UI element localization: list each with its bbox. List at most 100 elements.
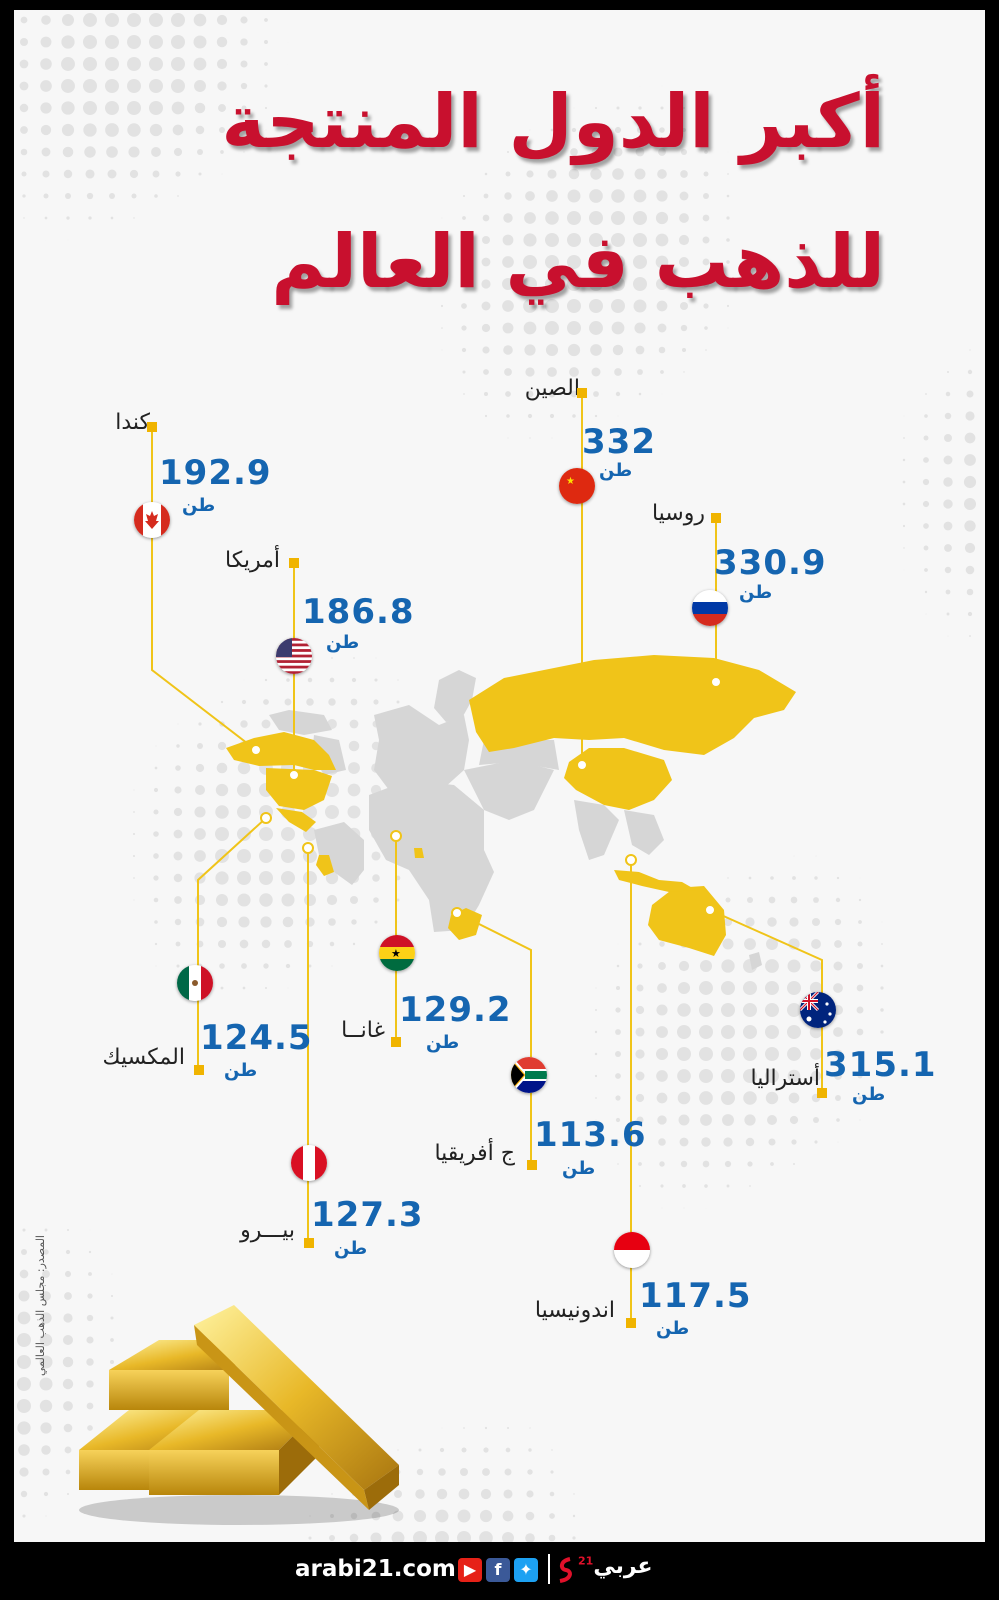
china-map-dot [576, 759, 588, 771]
peru-name: بيـــرو [240, 1218, 295, 1243]
new-zealand-land [749, 952, 762, 970]
peru-marker-square [304, 1238, 314, 1248]
china-unit: طن [599, 460, 633, 481]
peru-unit: طن [334, 1238, 368, 1259]
svg-text:★: ★ [391, 947, 401, 960]
mexico-marker-square [194, 1065, 204, 1075]
footer-divider [548, 1554, 550, 1584]
mexico-unit: طن [224, 1060, 258, 1081]
mexico-shape [276, 808, 316, 832]
mexico-map-dot [260, 812, 272, 824]
south-africa-value: 113.6 [534, 1115, 647, 1155]
africa-land [369, 780, 494, 932]
ghana-flag-icon: ★ [379, 935, 415, 971]
ghana-name: غانــا [341, 1018, 385, 1043]
arabi21-logo-mark [559, 1557, 572, 1583]
ghana-value: 129.2 [399, 990, 512, 1030]
south-america-land [314, 822, 364, 885]
usa-map-dot [288, 769, 300, 781]
russia-value: 330.9 [714, 543, 827, 583]
australia-value: 315.1 [824, 1045, 937, 1085]
indonesia-value: 117.5 [639, 1276, 752, 1316]
footer-brand-text: عربي [593, 1554, 653, 1579]
indonesia-shape [614, 870, 696, 892]
indonesia-name: اندونيسيا [534, 1298, 615, 1323]
peru-flag-icon [291, 1145, 327, 1181]
gold-bars-image [79, 1305, 399, 1525]
south-africa-marker-square [527, 1160, 537, 1170]
dot-pattern-background [17, 13, 977, 1542]
footer-brand-name: عربي21 [578, 1554, 653, 1579]
usa-shape [266, 768, 332, 810]
canada-flag-icon [134, 502, 170, 538]
se-asia-land [624, 810, 664, 855]
south-africa-flag-icon [511, 1057, 547, 1093]
russia-shape [469, 655, 796, 755]
middle-east-land [464, 760, 554, 820]
south-africa-map-dot [451, 907, 463, 919]
youtube-icon[interactable]: ▶ [458, 1558, 482, 1582]
australia-flag-icon [800, 992, 836, 1028]
peru-value: 127.3 [311, 1195, 424, 1235]
india-land [574, 800, 619, 860]
indonesia-unit: طن [656, 1318, 690, 1339]
country-location-dots [250, 676, 722, 919]
china-name: الصين [524, 376, 580, 401]
world-land [269, 670, 762, 970]
canada-marker-square [147, 422, 157, 432]
svg-text:★: ★ [566, 476, 575, 487]
usa-flag-icon [276, 638, 312, 674]
usa-name: أمريكا [224, 548, 280, 573]
title-line-2: للذهب في العالم [271, 219, 885, 305]
russia-flag-icon [692, 590, 728, 626]
australia-name: أستراليا [750, 1066, 820, 1091]
canada-name: كندا [115, 410, 150, 435]
canada-unit: طن [182, 495, 216, 516]
ghana-map-dot [390, 830, 402, 842]
canada-value: 192.9 [159, 453, 272, 493]
usa-value: 186.8 [302, 592, 415, 632]
footer-brand-sup: 21 [578, 1554, 594, 1568]
china-flag-icon: ★ [559, 468, 595, 504]
australia-map-dot [704, 904, 716, 916]
facebook-icon[interactable]: f [486, 1558, 510, 1582]
europe-land [374, 705, 469, 790]
russia-unit: طن [739, 582, 773, 603]
mexico-flag-icon [177, 965, 213, 1001]
south-africa-name: ج أفريقيا [434, 1141, 515, 1166]
australia-marker-square [817, 1088, 827, 1098]
russia-map-dot [710, 676, 722, 688]
indonesia-map-dot [625, 854, 637, 866]
peru-shape [316, 855, 334, 876]
south-africa-unit: طن [562, 1158, 596, 1179]
mexico-value: 124.5 [200, 1018, 313, 1058]
russia-marker-square [711, 513, 721, 523]
china-marker-square [577, 388, 587, 398]
footer-site-link[interactable]: arabi21.com [295, 1556, 456, 1582]
highlighted-countries [226, 655, 796, 956]
indonesia-flag-icon [614, 1232, 650, 1268]
source-note: المصدر: مجلس الذهب العالمي [34, 1235, 47, 1376]
south-africa-leader-line [456, 912, 532, 1165]
china-shape [564, 748, 672, 810]
ghana-shape [414, 848, 424, 858]
canada-leader-line [151, 427, 257, 751]
mexico-leader-line [197, 817, 267, 1070]
indonesia-marker-square [626, 1318, 636, 1328]
australia-unit: طن [852, 1084, 886, 1105]
twitter-icon[interactable]: ✦ [514, 1558, 538, 1582]
world-map [151, 393, 823, 1323]
infographic-card: أكبر الدول المنتجة للذهب في العالم [14, 10, 985, 1542]
title-line-1: أكبر الدول المنتجة [221, 79, 885, 165]
canada-map-dot [250, 744, 262, 756]
china-value: 332 [582, 422, 656, 462]
canada-shape [226, 732, 336, 770]
greenland-land [434, 670, 476, 722]
ghana-unit: طن [426, 1032, 460, 1053]
ghana-marker-square [391, 1037, 401, 1047]
australia-leader-line [709, 909, 823, 1093]
arctic-canada-land [269, 710, 332, 735]
usa-unit: طن [326, 632, 360, 653]
russia-name: روسيا [651, 501, 705, 526]
